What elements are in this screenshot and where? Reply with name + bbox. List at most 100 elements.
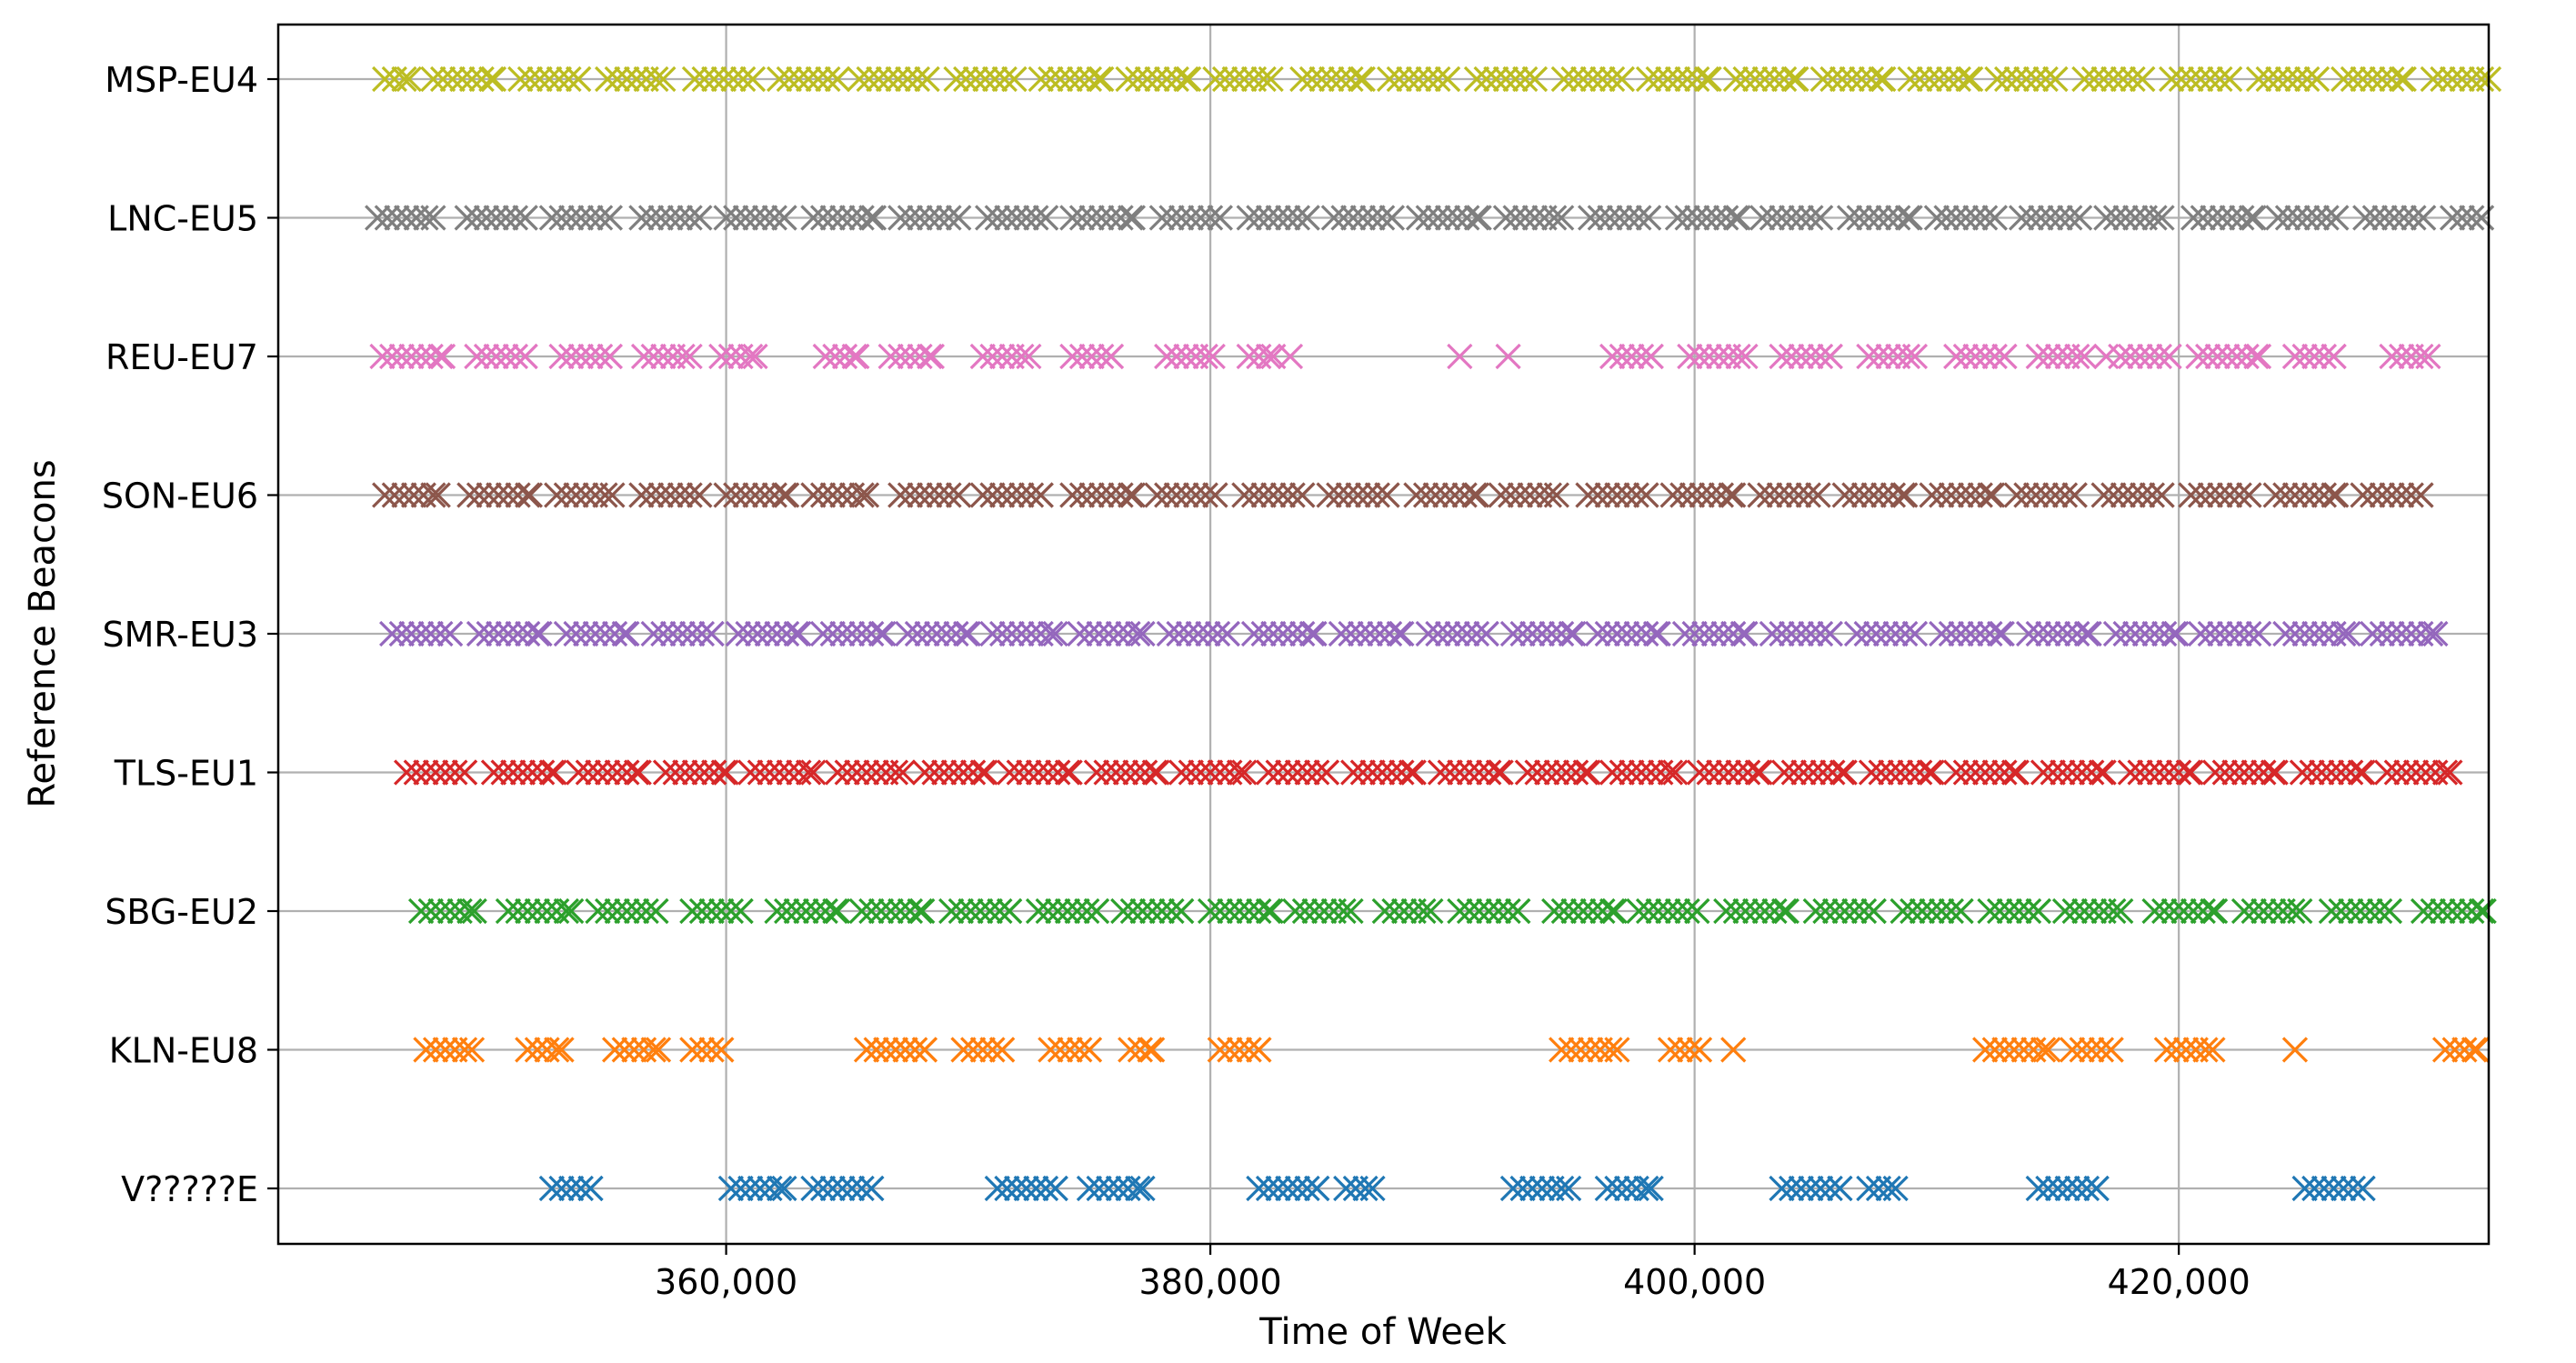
data-point-marker bbox=[677, 482, 703, 508]
data-point-marker bbox=[1674, 205, 1700, 231]
data-point-marker bbox=[2180, 897, 2207, 925]
data-point-marker bbox=[2130, 482, 2156, 508]
data-point-marker bbox=[1841, 897, 1868, 925]
data-point-marker bbox=[2449, 205, 2475, 231]
data-point-marker bbox=[1875, 1175, 1901, 1202]
data-point-marker bbox=[1377, 620, 1403, 647]
y-tick-label: TLS-EU1 bbox=[114, 754, 258, 794]
data-point-marker bbox=[1132, 759, 1158, 786]
data-point-marker bbox=[1539, 620, 1565, 647]
data-point-marker bbox=[975, 205, 1001, 231]
data-point-marker bbox=[1657, 1037, 1684, 1063]
data-point-marker bbox=[1689, 482, 1715, 508]
data-point-marker bbox=[1732, 620, 1759, 647]
data-point-marker bbox=[1047, 65, 1074, 93]
data-point-marker bbox=[2015, 897, 2042, 925]
data-point-marker bbox=[713, 205, 739, 231]
data-point-marker bbox=[379, 343, 406, 370]
data-point-marker bbox=[914, 65, 940, 93]
data-point-marker bbox=[994, 1175, 1020, 1202]
data-point-marker bbox=[1226, 759, 1253, 786]
data-point-marker bbox=[417, 897, 444, 925]
data-point-marker bbox=[1425, 620, 1451, 647]
data-point-marker bbox=[662, 759, 688, 786]
data-point-marker bbox=[2204, 343, 2230, 370]
data-point-marker bbox=[1173, 343, 1199, 370]
data-point-marker bbox=[2216, 65, 2243, 93]
data-point-marker bbox=[466, 482, 493, 508]
data-point-marker bbox=[2190, 897, 2216, 925]
data-point-marker bbox=[972, 65, 998, 93]
data-point-marker bbox=[1812, 897, 1839, 925]
data-point-marker bbox=[834, 759, 860, 786]
data-point-marker bbox=[725, 620, 752, 647]
data-point-marker bbox=[1076, 65, 1103, 93]
data-point-marker bbox=[1759, 620, 1785, 647]
data-point-marker bbox=[1987, 897, 2013, 925]
data-point-marker bbox=[774, 897, 800, 925]
data-point-marker bbox=[895, 65, 921, 93]
data-point-marker bbox=[1105, 1175, 1132, 1202]
data-point-marker bbox=[2006, 897, 2032, 925]
data-point-marker bbox=[1589, 65, 1616, 93]
data-point-marker bbox=[1348, 65, 1374, 93]
data-point-marker bbox=[2369, 482, 2395, 508]
data-point-marker bbox=[548, 343, 575, 370]
data-point-marker bbox=[1207, 759, 1233, 786]
data-point-marker bbox=[679, 897, 706, 925]
data-point-marker bbox=[516, 65, 544, 93]
data-point-marker bbox=[515, 482, 541, 508]
data-point-marker bbox=[1492, 205, 1519, 231]
data-point-marker bbox=[2291, 620, 2318, 647]
data-point-marker bbox=[1078, 482, 1105, 508]
data-point-marker bbox=[1083, 897, 1110, 925]
data-point-marker bbox=[1008, 343, 1035, 370]
data-point-marker bbox=[2398, 482, 2424, 508]
data-point-marker bbox=[911, 1037, 938, 1063]
data-point-marker bbox=[1846, 205, 1872, 231]
data-point-marker bbox=[417, 620, 444, 647]
data-point-marker bbox=[848, 482, 875, 508]
data-point-marker bbox=[1696, 343, 1722, 370]
data-point-marker bbox=[800, 205, 827, 231]
data-point-marker bbox=[2131, 620, 2159, 647]
data-point-marker bbox=[701, 759, 727, 786]
data-point-marker bbox=[1405, 65, 1432, 93]
data-point-marker bbox=[1168, 759, 1195, 786]
data-point-marker bbox=[1919, 759, 1945, 786]
data-point-marker bbox=[1560, 620, 1587, 647]
data-point-marker bbox=[2371, 205, 2398, 231]
data-point-marker bbox=[1088, 482, 1115, 508]
data-point-marker bbox=[767, 65, 793, 93]
data-point-marker bbox=[526, 620, 553, 647]
data-point-marker bbox=[2310, 1175, 2338, 1202]
data-point-marker bbox=[1260, 620, 1287, 647]
data-point-marker bbox=[526, 65, 553, 93]
data-point-marker bbox=[2265, 205, 2291, 231]
data-point-marker bbox=[1078, 205, 1105, 231]
data-point-marker bbox=[1839, 65, 1865, 93]
data-point-marker bbox=[458, 65, 486, 93]
data-point-marker bbox=[645, 1037, 672, 1063]
data-point-marker bbox=[1156, 620, 1182, 647]
data-point-marker bbox=[2379, 620, 2405, 647]
data-point-marker bbox=[1326, 482, 1352, 508]
data-point-marker bbox=[921, 759, 947, 786]
data-point-marker bbox=[1916, 65, 1943, 93]
data-point-marker bbox=[1962, 759, 1989, 786]
data-point-marker bbox=[2127, 343, 2153, 370]
data-point-marker bbox=[1427, 759, 1454, 786]
data-point-marker bbox=[1110, 897, 1137, 925]
data-point-marker bbox=[1943, 205, 1970, 231]
data-point-marker bbox=[1068, 205, 1096, 231]
data-point-marker bbox=[1451, 482, 1478, 508]
y-axis: V?????E KLN-EU8 SBG-EU2 TLS-EU1 SMR-EU3 SON-E… bbox=[102, 60, 278, 1209]
data-point-marker bbox=[1158, 897, 1185, 925]
data-point-marker bbox=[2415, 343, 2441, 370]
data-point-marker bbox=[2139, 482, 2166, 508]
data-point-marker bbox=[1338, 897, 1364, 925]
data-point-marker bbox=[464, 205, 490, 231]
data-point-marker bbox=[1798, 620, 1824, 647]
data-point-marker bbox=[1638, 343, 1664, 370]
